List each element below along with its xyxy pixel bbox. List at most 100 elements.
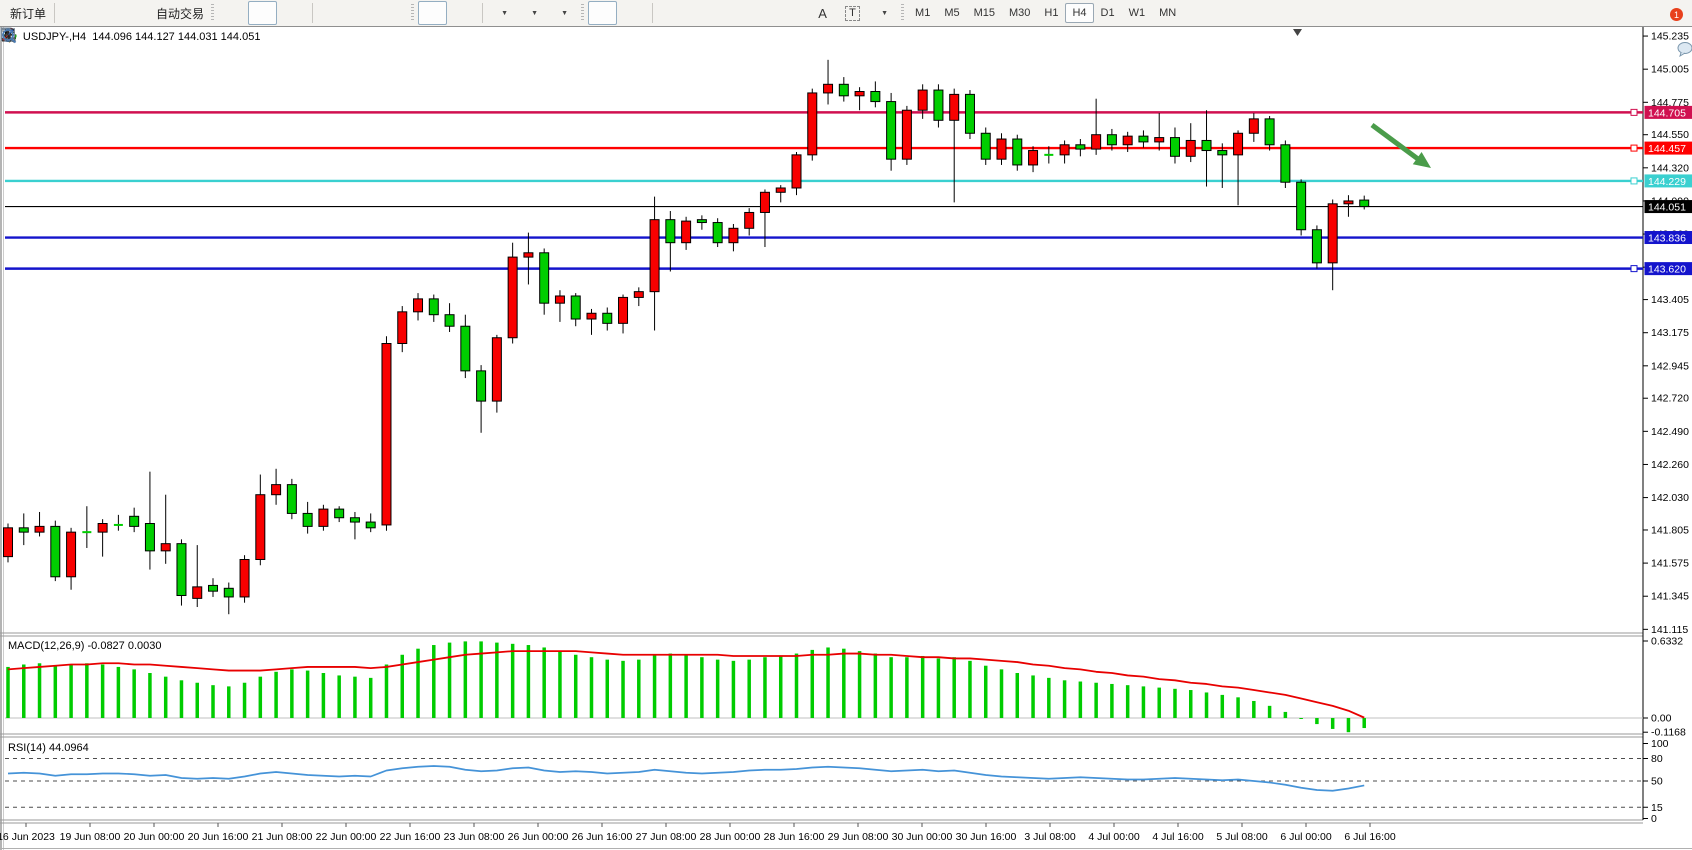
candle <box>507 256 518 339</box>
timeframe-M15[interactable]: M15 <box>973 7 995 19</box>
timeframe-M30[interactable]: M30 <box>1009 7 1031 19</box>
time-axis-label: 29 Jun 08:00 <box>828 831 889 843</box>
price-tick-label: 141.345 <box>1651 591 1689 603</box>
macd-bar <box>148 673 152 718</box>
timeframe-W1[interactable]: W1 <box>1128 7 1146 19</box>
tile-windows-button[interactable] <box>1 1 407 41</box>
text-label-button[interactable]: T <box>838 1 867 25</box>
arrows-tool-button[interactable]: ▼ <box>2 1 897 41</box>
macd-bar <box>321 673 326 718</box>
candle <box>1248 118 1259 134</box>
macd-bar <box>290 669 294 718</box>
timeframe-group: M1 M5 M15 M30 H1 H4 D1 W1 MN <box>908 3 1183 23</box>
candle <box>239 559 250 598</box>
macd-bar <box>242 682 247 718</box>
candle <box>1233 132 1244 156</box>
macd-bar <box>1362 718 1366 729</box>
candle <box>1154 137 1165 143</box>
timeframe-H1[interactable]: H1 <box>1044 7 1059 19</box>
vertical-line-button[interactable] <box>7 1 687 41</box>
trendline-button[interactable] <box>2 1 747 42</box>
macd-bar <box>1015 673 1020 718</box>
candle <box>1185 139 1196 157</box>
price-label-box <box>1644 262 1692 276</box>
auto-scroll-button[interactable] <box>2 1 448 40</box>
macd-bar <box>85 663 89 718</box>
text-tool-button[interactable]: A <box>808 1 837 25</box>
templates-button[interactable]: ▼ <box>1 1 577 41</box>
price-tick-label: 142.490 <box>1651 426 1689 438</box>
auto-trading-button[interactable]: 自动交易 <box>1 1 207 42</box>
timeframe-H4[interactable]: H4 <box>1065 3 1094 23</box>
rsi-axis-label: 100 <box>1651 738 1669 750</box>
macd-bar <box>1346 718 1351 733</box>
price-label-box <box>1644 231 1692 245</box>
dropdown-caret: ▼ <box>501 9 508 17</box>
macd-bar <box>163 676 168 718</box>
zoom-in-button[interactable] <box>2 1 347 42</box>
candle <box>554 295 565 304</box>
macd-bar <box>1094 682 1098 718</box>
zoom-out-button[interactable] <box>2 1 377 42</box>
macd-bar <box>1315 718 1319 725</box>
bar-chart-button[interactable] <box>2 1 247 41</box>
candle <box>129 515 140 527</box>
metaeditor-button[interactable] <box>2 1 89 43</box>
new-order-button[interactable]: 新订单 <box>0 1 49 42</box>
price-tick-label: 143.175 <box>1651 327 1689 339</box>
macd-bar <box>842 648 846 718</box>
timeframe-MN[interactable]: MN <box>1159 7 1177 19</box>
shift-marker-icon[interactable] <box>1293 29 1302 36</box>
line-chart-button[interactable] <box>1 1 307 40</box>
timeframe-M5[interactable]: M5 <box>944 7 960 19</box>
level-handle[interactable] <box>1630 144 1638 152</box>
timeframe-D1[interactable]: D1 <box>1100 7 1115 19</box>
macd-bar <box>22 664 26 718</box>
toolbar-grip <box>211 4 215 22</box>
macd-bar <box>479 641 483 718</box>
candle <box>255 494 266 561</box>
level-handle[interactable] <box>1630 177 1638 185</box>
broadcast-button[interactable] <box>4 1 149 39</box>
candle <box>665 219 676 244</box>
periods-button[interactable]: ▼ <box>1 1 547 42</box>
trend-arrow-annotation[interactable] <box>1370 122 1420 162</box>
equidistant-channel-button[interactable]: E <box>1 1 777 43</box>
macd-bar <box>1330 718 1335 729</box>
candle <box>365 521 376 529</box>
price-tick-label: 141.805 <box>1651 524 1689 536</box>
dropdown-caret: ▼ <box>881 9 888 17</box>
macd-bar <box>305 670 310 718</box>
macd-bar <box>637 659 641 718</box>
fibonacci-button[interactable]: F <box>2 1 807 43</box>
level-handle[interactable] <box>1630 265 1638 273</box>
rsi-axis-label: 15 <box>1651 802 1663 814</box>
new-order-label: 新订单 <box>10 6 47 21</box>
candle <box>1122 135 1133 146</box>
separator <box>312 3 314 23</box>
horizontal-line-button[interactable] <box>2 1 717 36</box>
candle <box>980 132 991 160</box>
level-handle[interactable] <box>1630 108 1638 116</box>
candle <box>444 314 455 327</box>
timeframe-M1[interactable]: M1 <box>915 7 931 19</box>
crosshair-button[interactable] <box>2 1 647 41</box>
market-watch-button[interactable] <box>1 1 119 42</box>
macd-bar <box>1204 692 1209 718</box>
macd-bar <box>337 675 341 718</box>
candlestick-chart-button[interactable] <box>2 1 278 41</box>
symbol-period-label: USDJPY-,H4 <box>22 31 87 43</box>
time-axis-label: 30 Jun 00:00 <box>892 831 953 843</box>
toolbar: 新订单 自动交易 <box>0 0 1692 57</box>
macd-bar <box>747 659 751 718</box>
macd-bar <box>1125 685 1130 718</box>
macd-bar <box>1283 711 1288 718</box>
macd-bar <box>100 664 105 718</box>
candle <box>460 325 471 372</box>
candle <box>933 89 944 121</box>
cursor-button[interactable] <box>5 1 618 41</box>
chart-window-title[interactable]: ▼USDJPY-,H4 144.096 144.127 144.031 144.… <box>10 31 260 43</box>
chart-shift-button[interactable] <box>1 1 477 40</box>
trend-arrow-head[interactable] <box>1412 152 1431 168</box>
indicators-button[interactable]: ▼ <box>0 1 517 41</box>
